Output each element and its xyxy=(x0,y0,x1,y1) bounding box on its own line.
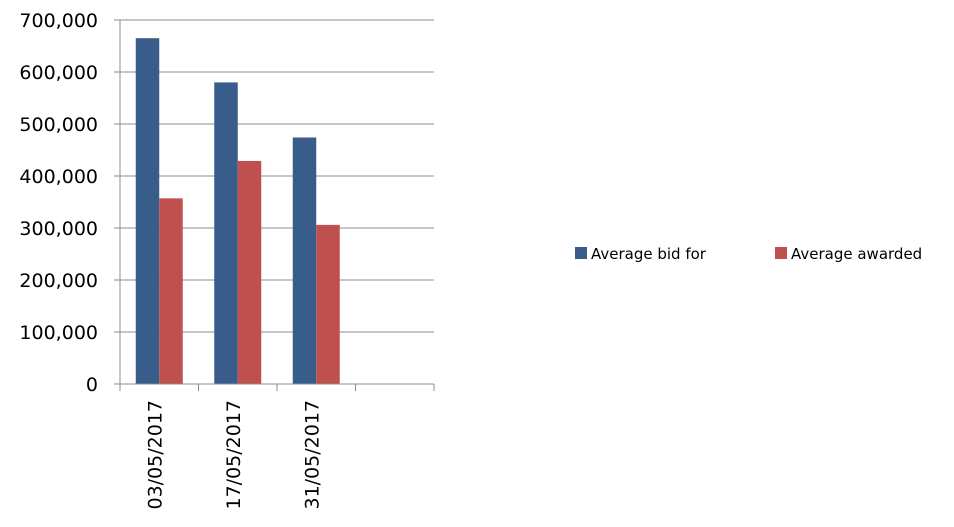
bar-average-awarded xyxy=(237,160,262,384)
x-tick-label: 17/05/2017 xyxy=(223,400,245,510)
bar-average-bid-for xyxy=(214,82,238,385)
legend-label-average-awarded: Average awarded xyxy=(791,245,922,263)
y-tick-label: 700,000 xyxy=(19,10,98,32)
bar-average-bid-for xyxy=(292,137,317,384)
bar-average-awarded xyxy=(159,198,183,384)
y-tick-label: 400,000 xyxy=(19,166,98,188)
axes xyxy=(114,19,435,391)
y-tick-label: 300,000 xyxy=(19,218,98,240)
bar-average-bid-for xyxy=(135,38,160,384)
legend: Average bid for Average awarded xyxy=(575,245,922,263)
x-tick-label: 03/05/2017 xyxy=(144,400,166,510)
bar-average-awarded xyxy=(316,224,340,384)
x-tick-label: 31/05/2017 xyxy=(301,400,323,510)
bars xyxy=(135,38,340,385)
x-tick-labels: 03/05/2017 17/05/2017 31/05/2017 xyxy=(144,400,323,510)
y-tick-label: 200,000 xyxy=(19,270,98,292)
legend-swatch-average-awarded xyxy=(775,247,787,259)
y-tick-label: 600,000 xyxy=(19,62,98,84)
y-tick-label: 0 xyxy=(86,374,98,396)
y-tick-labels: 0 100,000 200,000 300,000 400,000 500,000 600,… xyxy=(19,10,98,396)
y-tick-label: 100,000 xyxy=(19,322,98,344)
legend-label-average-bid-for: Average bid for xyxy=(591,245,707,263)
y-tick-label: 500,000 xyxy=(19,114,98,136)
legend-swatch-average-bid-for xyxy=(575,247,587,259)
